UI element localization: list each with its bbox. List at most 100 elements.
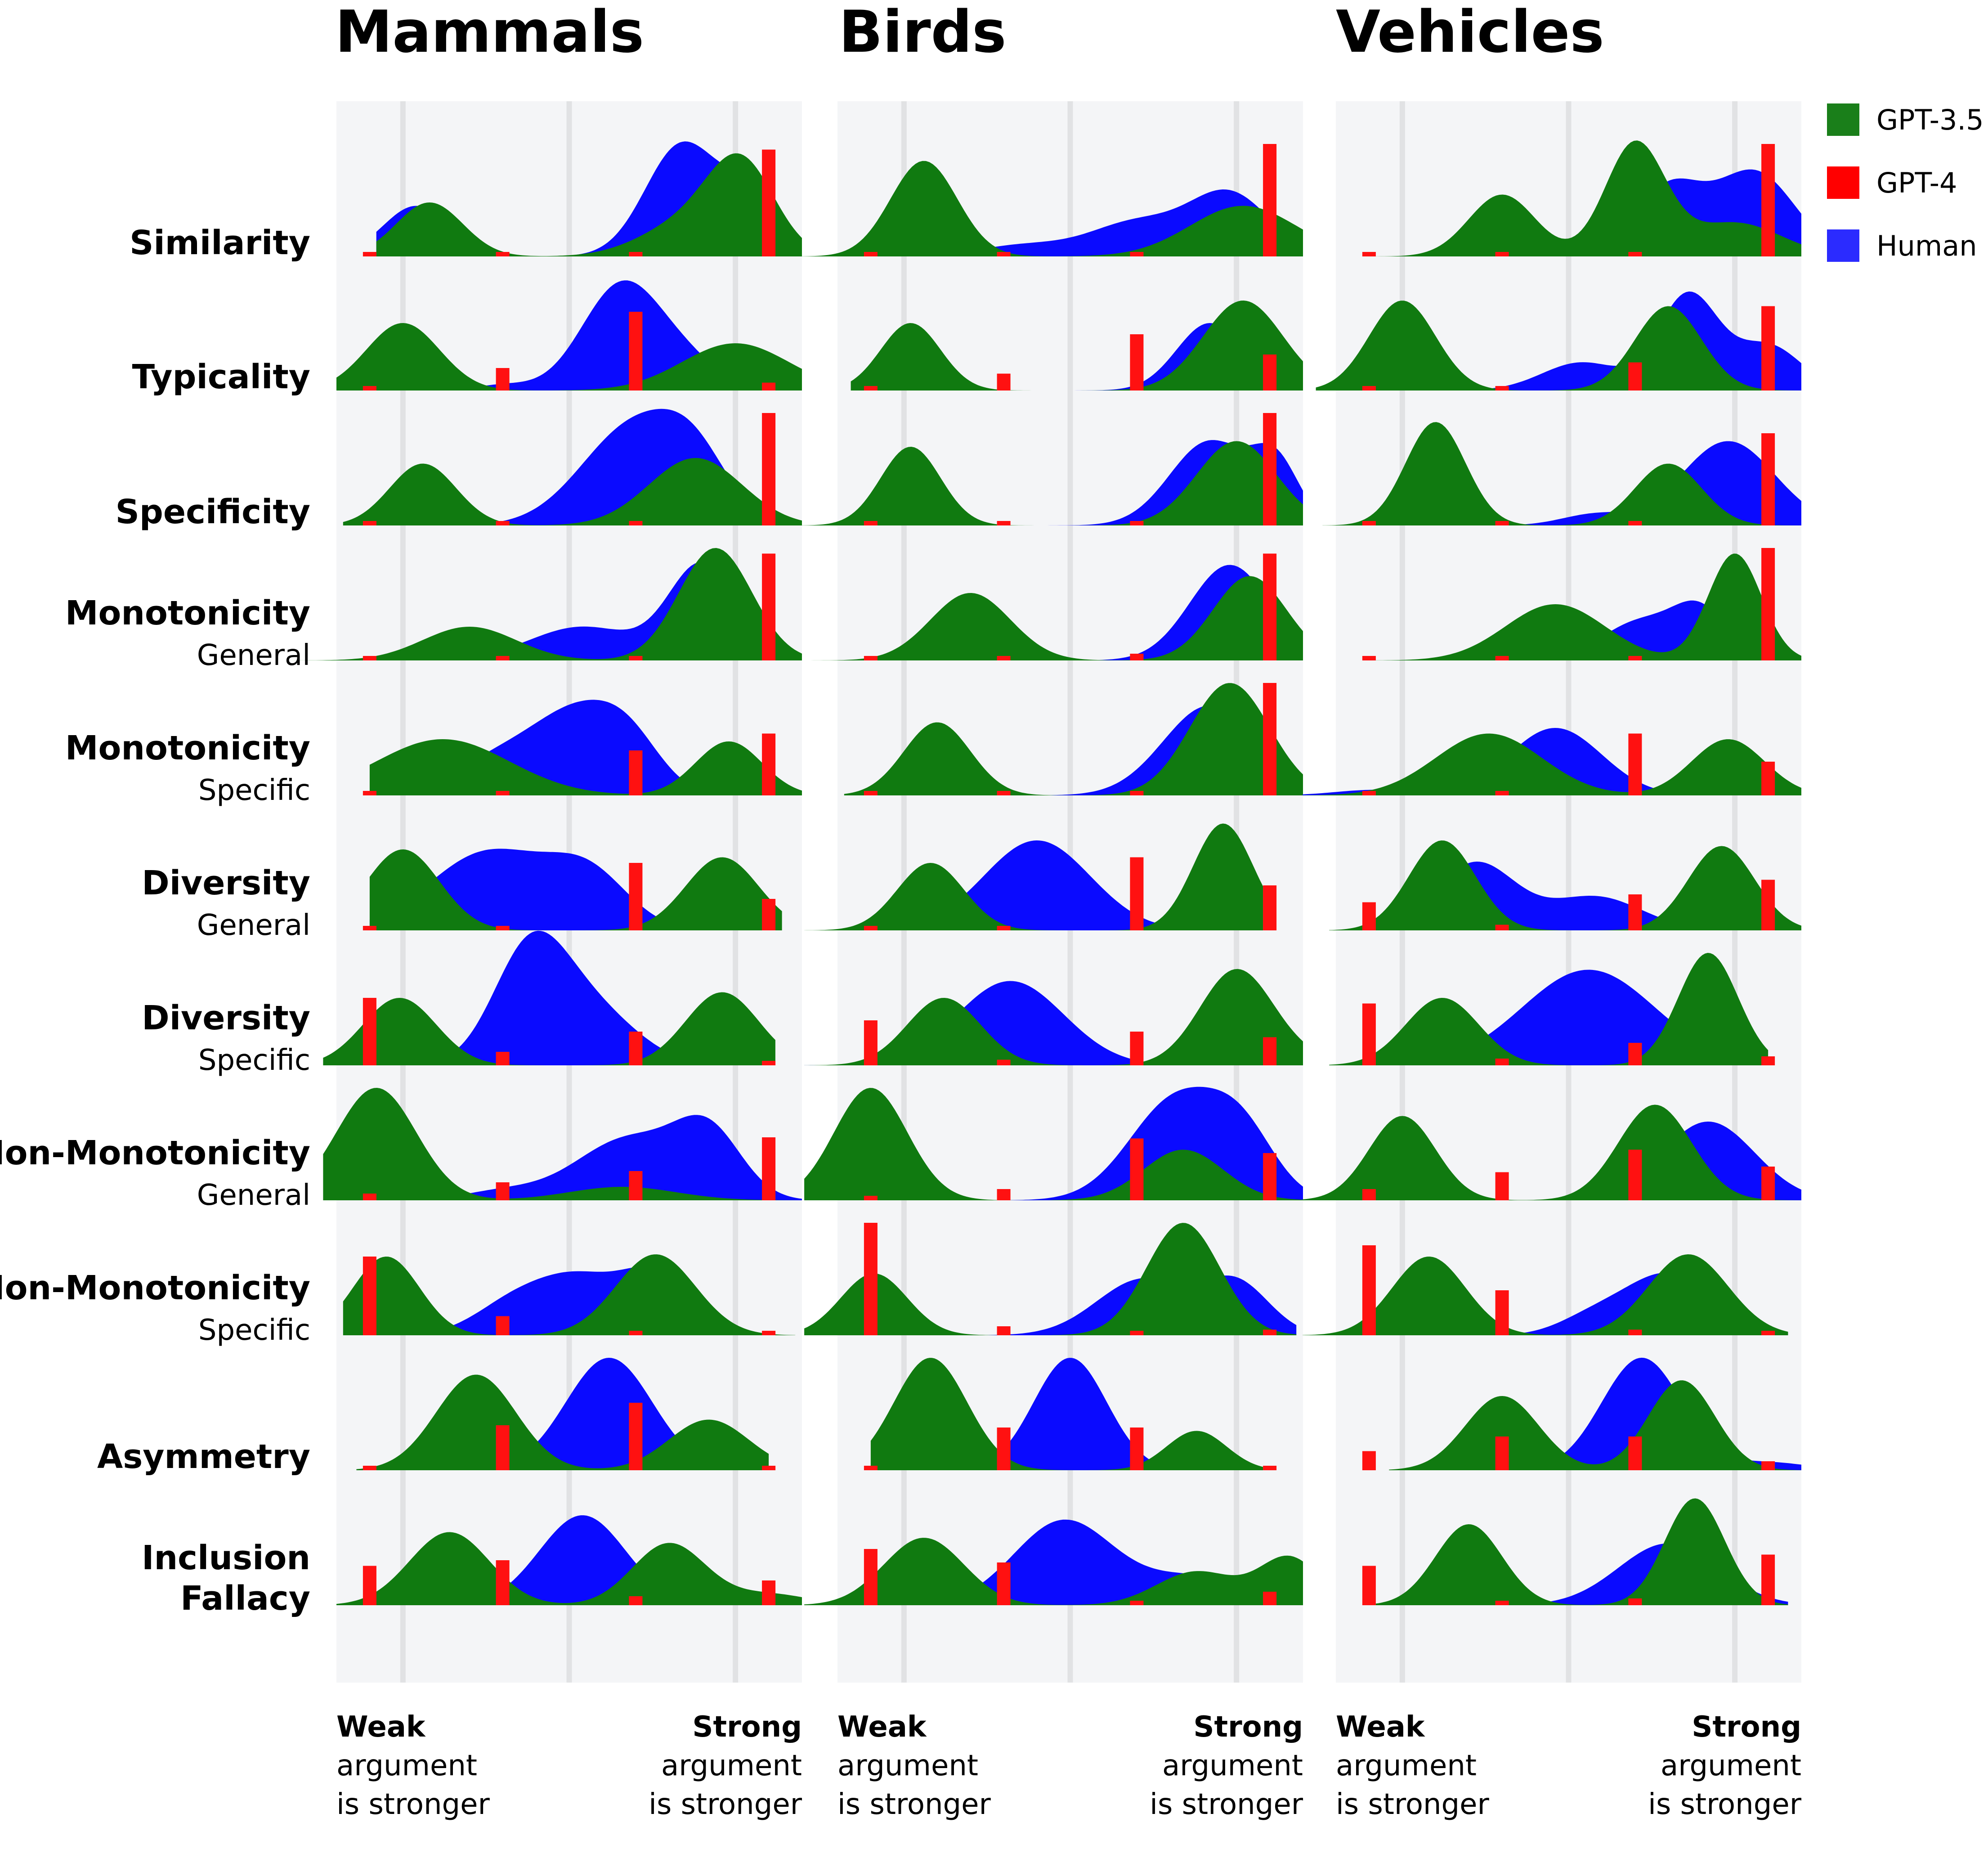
gpt4-bar <box>1628 521 1642 525</box>
panel-birds <box>744 101 1303 1683</box>
ridge-vehicles-1 <box>1276 140 1801 256</box>
gpt4-bar <box>1362 386 1376 391</box>
gpt4-bar <box>1362 1451 1376 1470</box>
gpt35-density <box>1329 840 1801 930</box>
gpt4-bar <box>1263 1329 1277 1335</box>
row-sublabel: Specific <box>198 1314 310 1347</box>
gpt4-bar <box>1628 1043 1642 1065</box>
ridge-mammals-4 <box>230 548 802 660</box>
row-sublabel: General <box>197 1179 310 1212</box>
gpt35-density <box>343 458 802 525</box>
ridge-vehicles-4 <box>1362 548 1801 660</box>
row-label: Diversity <box>142 864 310 902</box>
gpt35-density <box>1375 1498 1788 1605</box>
gpt4-bar <box>629 863 643 930</box>
ridge-mammals-6 <box>363 848 782 930</box>
gpt4-bar <box>1130 857 1144 930</box>
gpt35-density <box>1276 140 1801 256</box>
gpt35-density <box>804 1088 1303 1200</box>
gpt4-bar <box>864 1196 878 1200</box>
axis-right-label: Strong <box>692 1710 802 1744</box>
panel-titles: Mammals Birds Vehicles <box>335 0 1604 66</box>
gpt4-bar <box>1761 1331 1775 1335</box>
gpt4-bar <box>1130 521 1144 525</box>
gpt4-bar <box>997 926 1011 930</box>
gpt4-bar <box>1130 791 1144 795</box>
human-density <box>323 930 775 1065</box>
gpt4-bar <box>1761 1461 1775 1470</box>
gpt4-bar <box>1362 1003 1376 1065</box>
gpt35-density <box>336 323 802 391</box>
gpt4-bar <box>1263 1592 1277 1605</box>
human-density <box>336 1515 802 1605</box>
row-sublabel: General <box>197 909 310 942</box>
gpt4-bar <box>997 791 1011 795</box>
legend-item-human: Human <box>1827 229 1977 262</box>
ridge-mammals-8 <box>323 1088 802 1200</box>
gpt4-bar <box>1495 1172 1509 1200</box>
panel-mammals <box>230 101 802 1683</box>
gpt35-density <box>336 1532 802 1605</box>
gpt4-bar <box>762 1331 776 1335</box>
gpt4-bar <box>864 386 878 391</box>
legend-label: GPT-4 <box>1876 166 1957 199</box>
row-label: Inclusion <box>142 1539 310 1577</box>
panels <box>230 101 1801 1683</box>
gpt4-bar <box>1263 553 1277 660</box>
gpt4-bar <box>762 899 776 930</box>
ridge-birds-4 <box>777 553 1303 660</box>
gpt4-bar <box>1130 654 1144 660</box>
gpt4-bar <box>1628 894 1642 930</box>
gpt35-density <box>804 1538 1303 1605</box>
gpt4-bar <box>997 1189 1011 1200</box>
row-label: Non-Monotonicity <box>0 1134 310 1172</box>
gpt4-bar <box>629 312 643 391</box>
ridge-vehicles-8 <box>1303 1104 1801 1200</box>
gpt4-bar <box>762 413 776 525</box>
axis-right-label: is stronger <box>1648 1788 1802 1821</box>
ridge-vehicles-5 <box>1303 728 1801 795</box>
gpt4-bar <box>1495 386 1509 391</box>
gpt4-bar <box>1130 1331 1144 1335</box>
gpt4-bar <box>864 252 878 256</box>
gpt35-density <box>369 849 782 930</box>
gpt4-bar <box>1362 1245 1376 1335</box>
row-sublabel: Specific <box>198 774 310 807</box>
gpt4-bar <box>363 1194 376 1200</box>
gpt35-density <box>804 1223 1297 1335</box>
gpt4-bar <box>1263 1153 1277 1200</box>
gpt4-bar <box>629 1032 643 1065</box>
gpt4-bar <box>629 1596 643 1605</box>
gpt4-bar <box>629 656 643 660</box>
gpt35-density <box>804 823 1263 930</box>
gpt4-bar <box>1362 902 1376 930</box>
gpt35-density <box>376 153 802 256</box>
panel-title-vehicles: Vehicles <box>1336 0 1604 66</box>
gpt4-bar <box>363 1466 376 1470</box>
axis-labels: Weak argument is stronger Strong argument is … <box>336 1710 1802 1821</box>
row-labels: Similarity Typicality Specificity Monotonic… <box>0 224 310 1618</box>
gpt4-bar <box>1130 252 1144 256</box>
legend-item-gpt-4: GPT-4 <box>1827 166 1957 199</box>
human-density <box>804 840 1263 930</box>
ridge-mammals-2 <box>336 280 802 391</box>
gpt4-bar <box>762 553 776 660</box>
row-label: Specificity <box>116 493 310 531</box>
axis-right-label: argument <box>1661 1749 1801 1782</box>
gpt35-density <box>744 161 1303 256</box>
legend-item-gpt-3-5: GPT-3.5 <box>1827 103 1984 136</box>
axis-right-label: Strong <box>1692 1710 1801 1744</box>
gpt4-bar <box>1263 413 1277 525</box>
human-density <box>369 848 782 930</box>
gpt35-density <box>844 683 1303 795</box>
axis-left-label: is stronger <box>837 1788 991 1821</box>
axis-right-label: Strong <box>1193 1710 1303 1744</box>
gpt4-bar <box>1628 656 1642 660</box>
gpt4-bar <box>1362 521 1376 525</box>
gpt4-bar <box>496 1560 510 1605</box>
axis-right-label: is stronger <box>1150 1788 1303 1821</box>
gpt4-bar <box>864 926 878 930</box>
ridge-birds-5 <box>844 683 1303 795</box>
gpt4-bar <box>496 1182 510 1200</box>
ridge-birds-11 <box>804 1519 1303 1605</box>
